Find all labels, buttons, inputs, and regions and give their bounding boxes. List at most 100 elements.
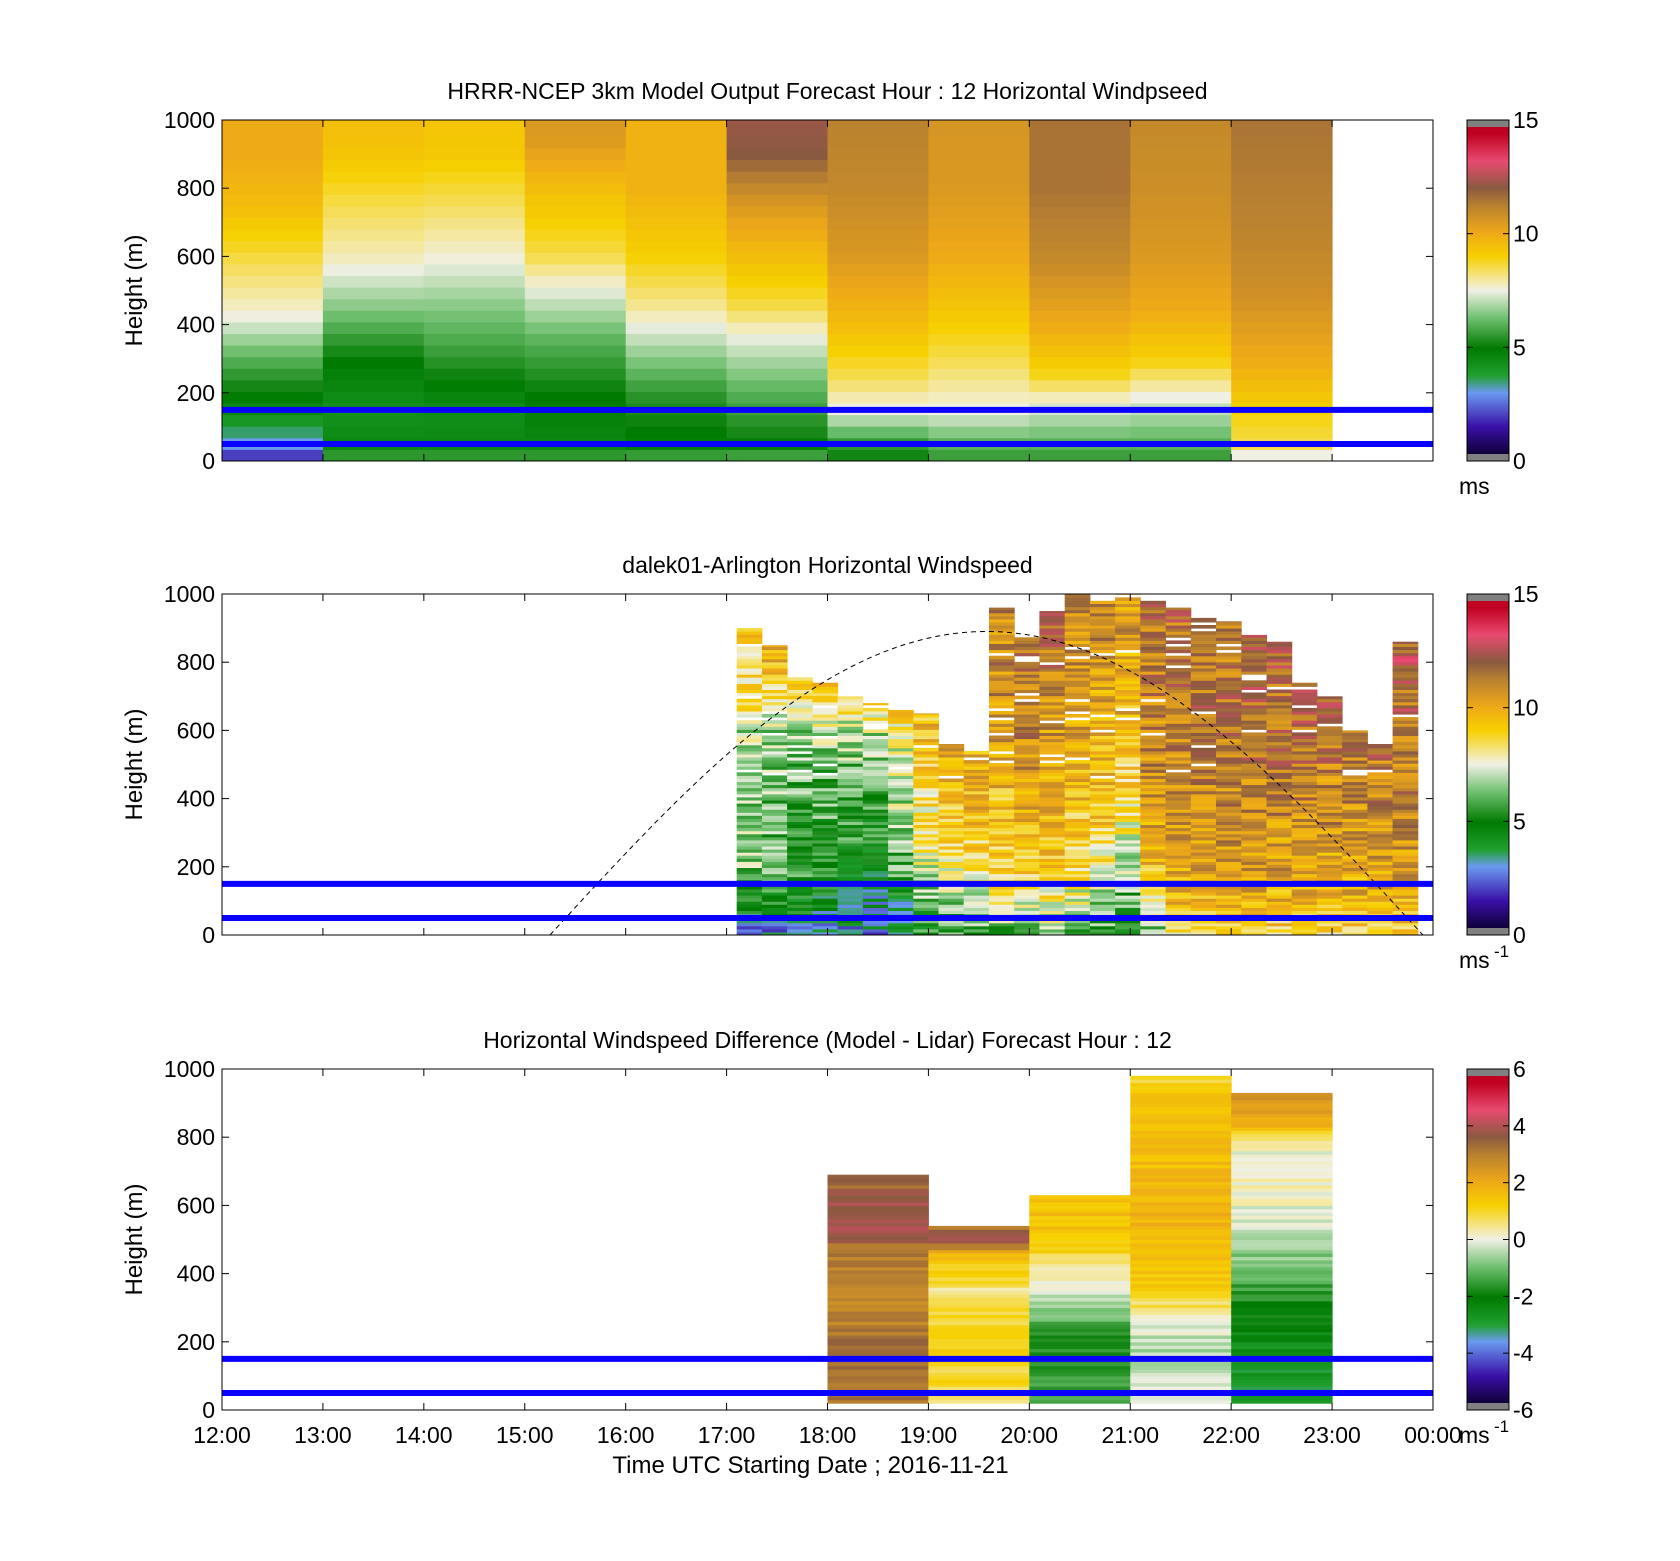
heatmap-cell xyxy=(888,732,914,736)
heatmap-cell xyxy=(423,275,526,288)
heatmap-cell xyxy=(1130,1273,1232,1278)
heatmap-cell xyxy=(1039,674,1066,678)
heatmap-cell xyxy=(1140,692,1166,697)
heatmap-cell xyxy=(1241,873,1267,878)
heatmap-cell xyxy=(827,1263,929,1268)
heatmap-cell xyxy=(827,1317,929,1322)
heatmap-cell xyxy=(913,925,939,930)
heatmap-cell xyxy=(913,907,939,911)
heatmap-cell xyxy=(761,867,788,872)
heatmap-cell xyxy=(1392,661,1419,666)
heatmap-cell xyxy=(963,839,990,844)
heatmap-cell xyxy=(1316,732,1343,736)
heatmap-column xyxy=(1130,1075,1232,1404)
heatmap-cell xyxy=(827,1266,929,1271)
heatmap-cell xyxy=(1190,852,1217,856)
heatmap-cell xyxy=(222,356,324,369)
heatmap-cell xyxy=(761,720,788,724)
heatmap-cell xyxy=(989,922,1015,927)
heatmap-cell xyxy=(812,821,839,825)
heatmap-cell xyxy=(1014,895,1040,899)
heatmap-cell xyxy=(1291,760,1318,764)
heatmap-cell xyxy=(1039,707,1066,712)
heatmap-cell xyxy=(888,803,914,807)
heatmap-cell xyxy=(989,649,1015,654)
heatmap-cell xyxy=(1165,833,1192,838)
heatmap-cell xyxy=(761,760,788,764)
heatmap-cell xyxy=(812,852,839,856)
heatmap-cell xyxy=(1064,824,1091,829)
heatmap-cell xyxy=(1140,701,1166,706)
x-tick-label: 20:00 xyxy=(1001,1422,1059,1448)
heatmap-cell xyxy=(989,698,1015,703)
heatmap-cell xyxy=(761,931,788,936)
heatmap-cell xyxy=(1039,655,1066,660)
heatmap-cell xyxy=(1266,824,1293,829)
heatmap-cell xyxy=(1089,867,1116,872)
heatmap-cell xyxy=(1241,763,1267,767)
heatmap-cell xyxy=(827,345,929,358)
heatmap-column xyxy=(913,713,939,936)
heatmap-cell xyxy=(1064,634,1091,638)
heatmap-cell xyxy=(625,205,728,218)
heatmap-cell xyxy=(938,781,965,786)
heatmap-cell xyxy=(787,723,813,727)
heatmap-cell xyxy=(1064,836,1091,841)
heatmap-cell xyxy=(222,205,324,218)
heatmap-cell xyxy=(1029,194,1131,207)
heatmap-cell xyxy=(1064,671,1091,675)
heatmap-cell xyxy=(1039,821,1066,825)
heatmap-cell xyxy=(1140,600,1166,604)
heatmap-cell xyxy=(1130,1106,1232,1111)
heatmap-cell xyxy=(1216,757,1242,761)
heatmap-cell xyxy=(827,1246,929,1251)
heatmap-cell xyxy=(1316,873,1343,878)
heatmap-cell xyxy=(938,818,965,822)
heatmap-cell xyxy=(1064,747,1091,752)
heatmap-cell xyxy=(322,414,425,427)
heatmap-cell xyxy=(1029,1208,1131,1213)
heatmap-cell xyxy=(938,812,965,816)
heatmap-cell xyxy=(1231,148,1333,161)
heatmap-cell xyxy=(736,907,763,911)
panel-3: 12:00 13:00 14:00 15:00 16:00 17:00 18:00 19:00… xyxy=(121,1027,1534,1479)
heatmap-cell xyxy=(1165,609,1192,614)
heatmap-cell xyxy=(761,692,788,697)
heatmap-cell xyxy=(1039,858,1066,862)
heatmap-cell xyxy=(928,1225,1030,1230)
heatmap-cell xyxy=(524,414,627,427)
heatmap-cell xyxy=(928,1236,1030,1240)
heatmap-cell xyxy=(736,692,763,697)
heatmap-cell xyxy=(787,766,813,770)
heatmap-cell xyxy=(827,1345,929,1350)
heatmap-cell xyxy=(888,904,914,908)
heatmap-cell xyxy=(862,895,889,899)
heatmap-cell xyxy=(1039,836,1066,841)
heatmap-cell xyxy=(1140,704,1166,709)
heatmap-cell xyxy=(1342,876,1368,881)
heatmap-cell xyxy=(837,720,864,724)
heatmap-cell xyxy=(827,1321,929,1326)
heatmap-cell xyxy=(837,711,864,715)
heatmap-cell xyxy=(963,910,990,914)
heatmap-cell xyxy=(989,812,1015,816)
heatmap-cell xyxy=(1241,668,1267,672)
heatmap-cell xyxy=(1266,922,1293,927)
heatmap-cell xyxy=(913,809,939,813)
heatmap-cell xyxy=(827,1222,929,1227)
heatmap-cell xyxy=(1064,806,1091,810)
heatmap-cell xyxy=(888,714,914,718)
heatmap-cell xyxy=(1316,793,1343,798)
heatmap-cell xyxy=(1190,649,1217,654)
heatmap-cell xyxy=(1014,763,1040,767)
heatmap-column xyxy=(1089,600,1116,936)
heatmap-cell xyxy=(989,609,1015,614)
heatmap-cell xyxy=(423,120,526,126)
heatmap-cell xyxy=(1089,606,1116,611)
heatmap-cell xyxy=(322,124,425,137)
heatmap-cell xyxy=(787,717,813,721)
heatmap-cell xyxy=(963,842,990,847)
heatmap-cell xyxy=(1014,643,1040,647)
heatmap-cell xyxy=(1089,646,1116,651)
